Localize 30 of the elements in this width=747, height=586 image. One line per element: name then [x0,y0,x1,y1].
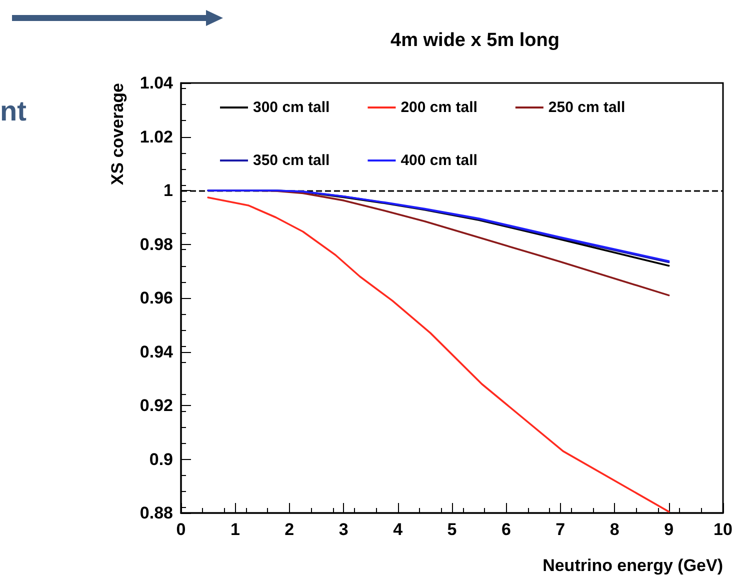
x-tick-label: 7 [556,520,566,539]
x-tick-label: 8 [610,520,620,539]
y-tick-label: 0.96 [140,288,173,308]
x-tick-label: 3 [338,520,348,539]
legend-label: 200 cm tall [400,99,478,116]
line-series [207,196,670,513]
x-tick-label: 0 [176,520,186,539]
y-tick-label: 0.9 [149,450,173,469]
y-tick-label: 0.94 [140,342,174,362]
y-tick-label: 0.88 [140,504,173,522]
legend-label: 250 cm tall [548,99,626,116]
y-axis-title: XS coverage [108,83,127,186]
x-tick-label: 2 [284,520,294,539]
y-tick-label: 1.02 [140,127,173,146]
y-tick-label: 1.04 [140,74,174,92]
x-axis-title: Neutrino energy (GeV) [542,556,723,575]
chart-title: 4m wide x 5m long [390,30,560,51]
legend-label: 350 cm tall [253,152,330,169]
x-tick-label: 4 [393,520,404,539]
x-tick-label: 6 [501,520,511,539]
legend-label: 400 cm tall [400,152,478,169]
x-tick-label: 10 [714,520,732,539]
x-tick-label: 1 [230,520,240,539]
y-tick-label: 1 [164,181,173,200]
y-tick-label: 0.92 [140,396,173,415]
text: nt [0,96,26,126]
y-tick-label: 0.98 [140,234,173,254]
x-tick-label: 5 [447,520,457,539]
x-tick-label: 9 [664,520,674,539]
legend-label: 300 cm tall [253,99,330,116]
